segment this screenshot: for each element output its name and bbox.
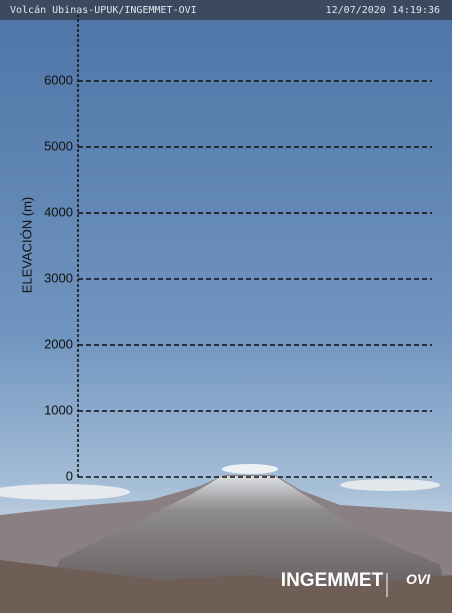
cloud: [340, 479, 440, 491]
cloud: [0, 484, 130, 500]
y-tick-label: 6000: [44, 72, 73, 87]
timestamp: 12/07/2020 14:19:36: [326, 5, 440, 16]
y-tick-label: 3000: [44, 270, 73, 285]
logo-ingemmet: INGEMMET: [281, 570, 384, 591]
header-bar: [0, 0, 452, 20]
y-tick-label: 5000: [44, 138, 73, 153]
logo-ovi: OVI: [406, 571, 431, 587]
camera-name: Volcán Ubinas-UPUK/INGEMMET-OVI: [10, 4, 197, 16]
y-tick-label: 2000: [44, 336, 73, 351]
y-tick-label: 0: [66, 468, 73, 483]
y-tick-label: 1000: [44, 402, 73, 417]
cloud: [222, 464, 278, 474]
elevation-axis: 0 1000 2000 3000 4000 5000 6000: [44, 15, 432, 483]
axis-label: ELEVACIÓN (m): [19, 197, 34, 294]
foreground: [0, 560, 452, 613]
y-tick-label: 4000: [44, 204, 73, 219]
